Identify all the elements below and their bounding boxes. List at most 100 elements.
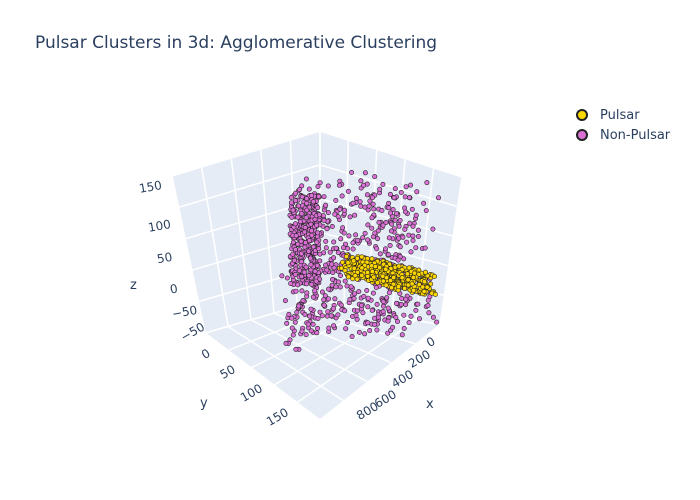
non-pulsar-point [293,247,297,251]
non-pulsar-point [386,319,390,323]
non-pulsar-point [302,230,306,234]
non-pulsar-point [356,238,360,242]
non-pulsar-point [383,247,387,251]
non-pulsar-point [307,314,311,318]
non-pulsar-point [345,320,349,324]
pulsar-point [407,266,411,270]
non-pulsar-point [350,334,354,338]
non-pulsar-point [380,208,384,212]
non-pulsar-point [414,308,418,312]
non-pulsar-point [320,314,324,318]
pulsar-point [381,274,385,278]
pulsar-point [397,264,401,268]
non-pulsar-point [421,201,425,205]
non-pulsar-point [300,274,304,278]
non-pulsar-point [363,171,367,175]
non-pulsar-point [431,315,435,319]
non-pulsar-point [293,191,297,195]
non-pulsar-point [365,288,369,292]
non-pulsar-point [384,220,388,224]
non-pulsar-point [407,195,411,199]
non-pulsar-point [402,326,406,330]
pulsar-point [360,273,364,277]
non-pulsar-point [348,297,352,301]
non-pulsar-point [309,229,313,233]
non-pulsar-point [349,170,353,174]
non-pulsar-point [366,223,370,227]
non-pulsar-point [361,236,365,240]
non-pulsar-point [297,269,301,273]
pulsar-point [346,261,350,265]
non-pulsar-point [402,206,406,210]
pulsar-point [411,275,415,279]
non-pulsar-point [303,312,307,316]
non-pulsar-point [316,316,320,320]
non-pulsar-point [341,246,345,250]
non-pulsar-point [400,296,404,300]
pulsar-point [343,268,347,272]
non-pulsar-point [424,208,428,212]
non-pulsar-point [404,297,408,301]
pulsar-point [421,285,425,289]
pulsar-point [422,289,426,293]
pulsar-point [396,285,400,289]
non-pulsar-point [342,208,346,212]
legend-item-non-pulsar[interactable]: Non-Pulsar [576,125,670,145]
non-pulsar-point [287,312,291,316]
non-pulsar-point [374,285,378,289]
non-pulsar-point [298,219,302,223]
non-pulsar-point [434,320,438,324]
non-pulsar-point [307,249,311,253]
z-tick-label: 50 [156,250,173,266]
pulsar-point [353,273,357,277]
non-pulsar-point [329,314,333,318]
non-pulsar-point [334,198,338,202]
non-pulsar-point [333,212,337,216]
non-pulsar-point [370,216,374,220]
non-pulsar-point [296,283,300,287]
non-pulsar-point [322,298,326,302]
non-pulsar-point [314,279,318,283]
non-pulsar-point [322,218,326,222]
non-pulsar-point [381,182,385,186]
non-pulsar-point [293,222,297,226]
non-pulsar-point [390,325,394,329]
non-pulsar-point [410,207,414,211]
pulsar-point [432,274,436,278]
non-pulsar-point [351,247,355,251]
non-pulsar-point [386,252,390,256]
non-pulsar-point [354,196,358,200]
non-pulsar-point [423,246,427,250]
non-pulsar-point [392,196,396,200]
non-pulsar-point [411,238,415,242]
non-pulsar-point [315,326,319,330]
non-pulsar-point [323,263,327,267]
non-pulsar-point [370,196,374,200]
non-pulsar-point [326,210,330,214]
non-pulsar-point [309,193,313,197]
pulsar-point [360,255,364,259]
non-pulsar-point [327,326,331,330]
non-pulsar-point [393,218,397,222]
non-pulsar-point [338,285,342,289]
non-pulsar-point [375,328,379,332]
non-pulsar-point [361,311,365,315]
legend-item-pulsar[interactable]: Pulsar [576,105,670,125]
non-pulsar-point [362,294,366,298]
non-pulsar-point [351,241,355,245]
pulsar-point [411,288,415,292]
non-pulsar-point [291,252,295,256]
non-pulsar-point [300,289,304,293]
non-pulsar-point [322,195,326,199]
non-pulsar-point [381,309,385,313]
non-pulsar-point [338,207,342,211]
non-pulsar-point [311,200,315,204]
non-pulsar-point [330,262,334,266]
non-pulsar-point [305,196,309,200]
non-pulsar-point [305,208,309,212]
non-pulsar-point [326,310,330,314]
non-pulsar-point [294,234,298,238]
pulsar-point [365,270,369,274]
non-pulsar-point [397,236,401,240]
